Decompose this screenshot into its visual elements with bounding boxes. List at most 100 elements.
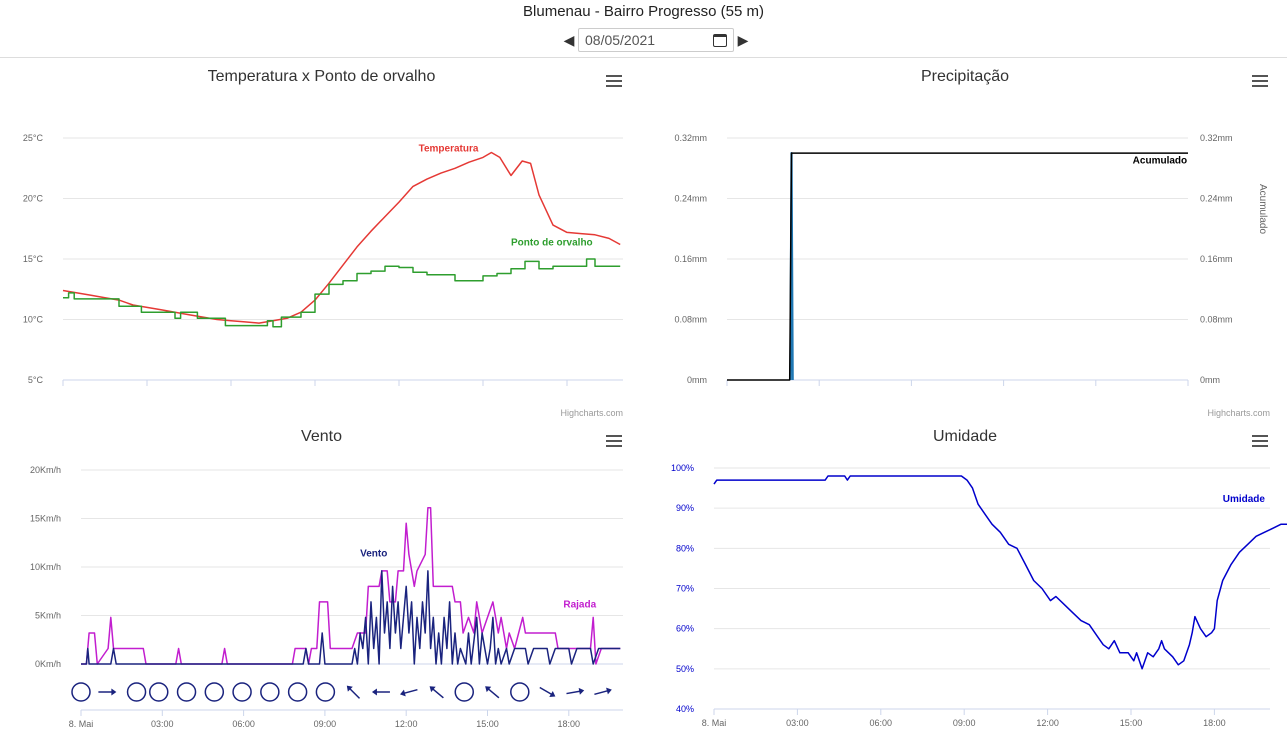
chart-title: Vento [301, 428, 342, 445]
series-line-umidade [713, 475, 1287, 670]
series-line-acumulado [727, 152, 1188, 381]
credits-link[interactable]: Highcharts.com [1207, 408, 1270, 418]
prev-day-button[interactable]: ◀ [563, 31, 575, 48]
wind-direction-arrow [400, 688, 418, 697]
wind-calm-marker [315, 682, 336, 702]
series-data-label: Ponto de orvalho [511, 238, 593, 249]
wind-calm-marker [510, 682, 530, 702]
wind-calm-marker [176, 682, 197, 702]
wind-calm-marker [204, 682, 225, 702]
y2-axis-title: Acumulado [1257, 184, 1268, 234]
date-field[interactable]: 08/05/2021 [578, 28, 734, 52]
x-tick-label: 08:00 [900, 389, 923, 390]
x-tick-label: 03:00 [136, 389, 159, 390]
series-line-vento [81, 570, 621, 665]
series-line-ponto-de-orvalho [63, 258, 621, 328]
x-tick-label: 04:00 [808, 389, 831, 390]
chart-menu-icon[interactable] [1252, 435, 1268, 447]
x-tick-label: 06:00 [232, 719, 255, 729]
wind-calm-marker [260, 682, 280, 702]
arrow-head [485, 686, 492, 693]
x-tick-label: 03:00 [786, 718, 809, 728]
wind-calm-marker [232, 682, 252, 702]
x-tick-label: 15:00 [472, 389, 495, 390]
x-tick-label: 18:00 [558, 719, 581, 729]
wind-chart: Vento 0Km/h 5Km/h 10Km/h 15Km/h 20Km/h 8. Mai… [0, 420, 643, 735]
wind-direction-arrow [485, 686, 500, 699]
wind-calm-marker [454, 682, 475, 702]
wind-direction-arrow [429, 686, 444, 699]
y2-tick-label: 0.08mm [1200, 315, 1233, 325]
credits-link[interactable]: Highcharts.com [560, 408, 623, 418]
y2-tick-label: 0.16mm [1200, 254, 1233, 264]
y-tick-label: 5Km/h [35, 611, 61, 621]
y-tick-label: 20Km/h [30, 465, 61, 475]
arrow-head [346, 685, 353, 692]
arrow-shaft [594, 689, 610, 696]
arrow-shaft [402, 688, 418, 695]
x-tick-label: 8. Mai [69, 719, 94, 729]
wind-direction-arrow [98, 688, 117, 696]
chart-menu-icon[interactable] [1252, 75, 1268, 87]
series-data-label: Acumulado [1133, 156, 1187, 167]
x-tick-label: 12:00 [992, 389, 1015, 390]
x-tick-label: 8. Mai [702, 718, 727, 728]
temperature-chart: Temperatura x Ponto de orvalho 5°C 10°C 15… [0, 60, 643, 420]
x-tick-label: 8. Mai [715, 389, 740, 390]
y-tick-label: 60% [676, 624, 694, 634]
arrow-shaft [566, 690, 582, 695]
y-tick-label: 0mm [687, 375, 707, 385]
arrow-head [606, 687, 612, 695]
page-header: Blumenau - Bairro Progresso (55 m) ◀ 08/… [0, 0, 1287, 58]
y-tick-label: 90% [676, 503, 694, 513]
y-tick-label: 0.16mm [674, 254, 707, 264]
humidity-plot: 40% 50% 60% 70% 80% 90% 100% 8. Mai 03:00 06:00 09… [671, 463, 1287, 728]
series-line-rajada [81, 507, 621, 665]
arrow-head [549, 690, 556, 698]
series-data-label: Vento [360, 548, 387, 559]
x-tick-label: 15:00 [1120, 718, 1143, 728]
x-tick-label: 09:00 [304, 389, 327, 390]
temperature-plot: 5°C 10°C 15°C 20°C 25°C 8. Mai 03:00 06:00 09:00… [23, 133, 623, 390]
chart-title: Temperatura x Ponto de orvalho [207, 68, 436, 85]
series-data-label: Umidade [1223, 494, 1266, 505]
wind-direction-arrow [346, 685, 361, 699]
arrow-shaft [539, 686, 554, 696]
chart-menu-icon[interactable] [606, 75, 622, 87]
y2-tick-label: 0.24mm [1200, 194, 1233, 204]
chart-menu-icon[interactable] [606, 435, 622, 447]
series-data-label: Rajada [563, 600, 596, 611]
y-tick-label: 5°C [28, 375, 44, 385]
y2-tick-label: 0mm [1200, 375, 1220, 385]
x-tick-label: 12:00 [395, 719, 418, 729]
arrow-shaft [348, 687, 361, 699]
y-tick-label: 10Km/h [30, 562, 61, 572]
series-line-temperatura [62, 151, 621, 324]
y-tick-label: 40% [676, 704, 694, 714]
y-tick-label: 20°C [23, 194, 44, 204]
arrow-head [400, 689, 406, 697]
x-tick-label: 03:00 [151, 719, 174, 729]
y-tick-label: 15°C [23, 254, 44, 264]
wind-calm-marker [126, 682, 147, 702]
wind-calm-marker [71, 682, 91, 702]
arrow-head [111, 688, 117, 696]
precipitation-chart: Precipitação 0mm 0mm 0.08mm 0.08mm 0.16mm 0.1… [643, 60, 1287, 420]
wind-direction-arrow [371, 688, 390, 696]
arrow-head [578, 687, 585, 695]
y-tick-label: 10°C [23, 315, 44, 325]
next-day-button[interactable]: ▶ [737, 31, 749, 48]
chart-title: Precipitação [920, 68, 1010, 85]
y-tick-label: 0.24mm [674, 194, 707, 204]
date-navigator: ◀ 08/05/2021 ▶ [562, 27, 750, 53]
x-tick-label: 06:00 [870, 718, 893, 728]
calendar-icon[interactable] [713, 33, 727, 47]
y-tick-label: 50% [676, 664, 694, 674]
y-tick-label: 80% [676, 543, 694, 553]
station-title: Blumenau - Bairro Progresso (55 m) [523, 3, 764, 20]
humidity-chart: Umidade 40% 50% 60% 70% 80% 90% 100% 8. Mai 03:0… [643, 420, 1287, 735]
y-tick-label: 0.32mm [674, 133, 707, 143]
wind-calm-marker [149, 682, 169, 702]
x-tick-label: 20:00 [1177, 389, 1200, 390]
y-tick-label: 0.08mm [674, 315, 707, 325]
